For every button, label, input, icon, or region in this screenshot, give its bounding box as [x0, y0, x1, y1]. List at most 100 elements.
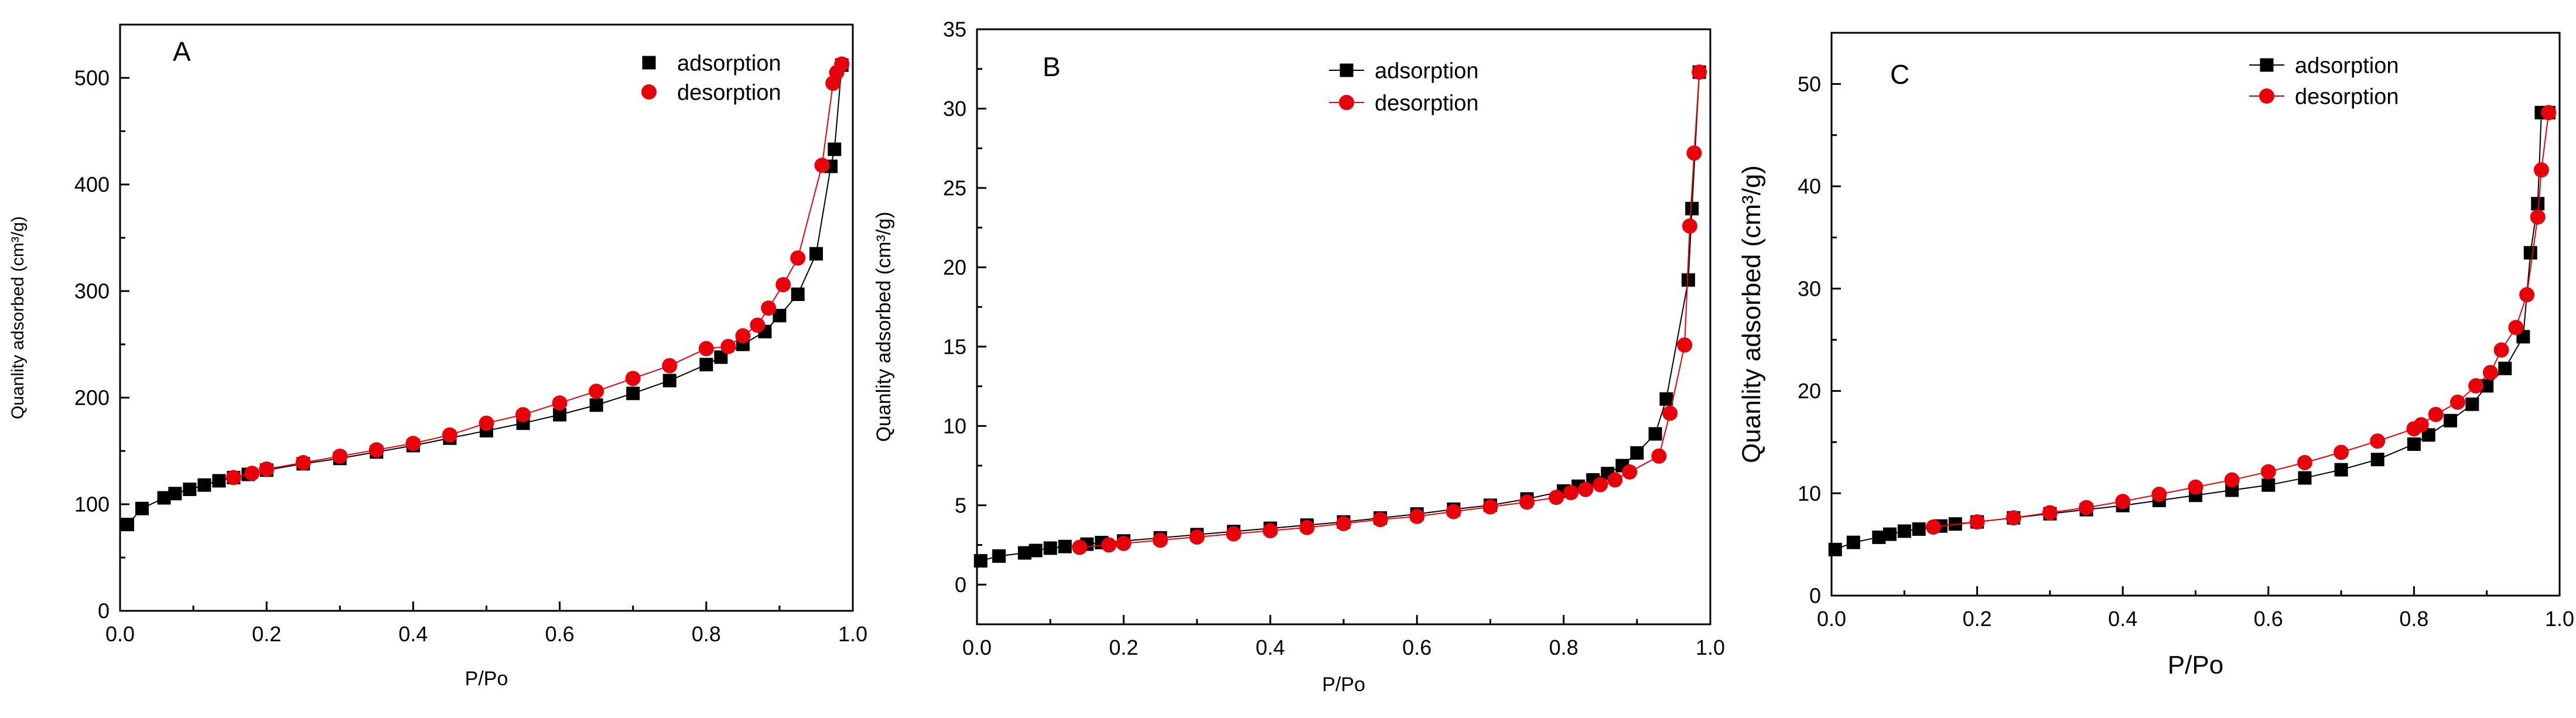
data-point-desorption — [825, 76, 841, 91]
chart-panel-b: 0.0 0.2 0.4 0.6 0.8 1.0 0 5 10 15 20 25 30 35 P/Po Quan… — [873, 18, 1725, 696]
data-point-adsorption — [1685, 201, 1699, 216]
data-point-desorption — [226, 470, 241, 485]
data-point-desorption — [2449, 394, 2465, 410]
x-axis-title: P/Po — [465, 668, 508, 690]
legend-marker — [2259, 88, 2274, 104]
y-axis-title: Quanlity adsorbed (cm³/g) — [873, 211, 895, 442]
series-adsorption — [121, 58, 849, 532]
data-point-adsorption — [2407, 437, 2421, 451]
chart-panel-c: 0.0 0.2 0.4 0.6 0.8 1.0 0 10 20 30 40 50 P/Po Quanlit… — [1737, 32, 2574, 679]
y-tick-label: 25 — [943, 176, 966, 200]
data-point-desorption — [2519, 287, 2535, 303]
data-point-desorption — [2260, 464, 2276, 480]
x-tick-label: 0.0 — [962, 635, 992, 659]
data-point-adsorption — [2480, 379, 2494, 393]
data-point-desorption — [589, 384, 604, 399]
data-point-desorption — [1686, 145, 1702, 161]
data-point-desorption — [720, 339, 736, 354]
x-tick-label: 0.8 — [1549, 635, 1579, 659]
data-point-desorption — [2042, 505, 2058, 521]
panel-label: C — [1890, 59, 1909, 90]
data-point-desorption — [1482, 499, 1498, 515]
data-point-desorption — [814, 158, 830, 173]
data-point-desorption — [515, 407, 531, 423]
data-point-adsorption — [1846, 535, 1860, 549]
x-axis-title: P/Po — [2168, 651, 2223, 679]
data-point-adsorption — [121, 518, 135, 532]
data-point-desorption — [1153, 532, 1168, 548]
data-point-desorption — [775, 277, 791, 293]
data-point-desorption — [1607, 472, 1623, 488]
series-line-desorption — [233, 63, 843, 478]
data-point-desorption — [2428, 406, 2444, 422]
x-tick-label: 0.0 — [105, 622, 135, 646]
data-point-desorption — [259, 461, 275, 477]
legend-marker — [2260, 58, 2274, 72]
x-tick-label: 0.8 — [692, 622, 721, 646]
y-tick-label: 10 — [1798, 481, 1821, 505]
data-point-desorption — [1101, 537, 1117, 553]
data-point-adsorption — [1017, 546, 1031, 560]
x-tick-label: 0.2 — [1109, 635, 1138, 659]
x-tick-label: 1.0 — [2545, 607, 2574, 631]
data-point-adsorption — [828, 142, 842, 156]
legend-label: adsorption — [2295, 53, 2399, 78]
data-point-desorption — [368, 442, 384, 458]
data-point-desorption — [2406, 421, 2422, 437]
legend-marker — [641, 84, 657, 100]
data-point-adsorption — [1828, 542, 1842, 556]
x-tick-label: 0.8 — [2399, 607, 2428, 631]
y-tick-label: 20 — [943, 255, 966, 279]
x-tick-label: 0.4 — [398, 622, 428, 646]
data-point-desorption — [625, 371, 641, 387]
data-point-adsorption — [992, 549, 1006, 563]
series-desorption — [1072, 64, 1707, 555]
data-point-adsorption — [2465, 397, 2479, 411]
series-line-desorption — [1933, 112, 2550, 528]
data-point-adsorption — [553, 408, 567, 422]
data-point-desorption — [2541, 105, 2557, 121]
data-point-adsorption — [1648, 427, 1662, 441]
data-point-desorption — [1519, 494, 1535, 510]
data-point-desorption — [1409, 508, 1425, 524]
data-point-desorption — [2079, 500, 2095, 515]
x-tick-label: 1.0 — [838, 622, 867, 646]
data-point-adsorption — [157, 491, 171, 505]
series-adsorption — [973, 65, 1706, 568]
series-desorption — [1926, 105, 2557, 535]
y-tick-label: 300 — [74, 279, 110, 303]
data-point-adsorption — [212, 474, 226, 488]
plot-frame — [119, 23, 854, 612]
data-point-adsorption — [2444, 413, 2458, 428]
data-point-desorption — [1969, 514, 1985, 530]
data-point-adsorption — [699, 358, 713, 372]
x-tick-label: 0.6 — [545, 622, 575, 646]
data-point-desorption — [1677, 337, 1693, 353]
data-point-desorption — [1299, 519, 1315, 535]
data-point-adsorption — [589, 398, 603, 412]
data-point-desorption — [2508, 320, 2524, 336]
data-point-desorption — [2482, 365, 2498, 381]
data-point-desorption — [2115, 494, 2131, 510]
legend-label: adsorption — [1375, 59, 1478, 83]
data-point-desorption — [1622, 464, 1638, 480]
data-point-desorption — [2334, 445, 2349, 460]
data-point-desorption — [1682, 218, 1697, 234]
data-point-desorption — [662, 358, 678, 374]
data-point-desorption — [1563, 485, 1579, 501]
data-point-desorption — [761, 300, 777, 316]
data-point-adsorption — [1043, 541, 1057, 555]
legend: adsorption desorption — [1329, 59, 1478, 115]
panel-label: B — [1043, 52, 1061, 82]
data-point-desorption — [1116, 535, 1132, 551]
y-tick-label: 5 — [955, 493, 966, 517]
data-point-desorption — [552, 395, 568, 411]
y-tick-label: 0 — [98, 599, 110, 623]
legend: adsorption desorption — [641, 51, 781, 105]
data-point-desorption — [405, 436, 421, 452]
data-point-adsorption — [1897, 524, 1911, 538]
y-tick-label: 0 — [1809, 584, 1821, 608]
series-desorption — [226, 56, 850, 485]
data-point-desorption — [2151, 487, 2167, 502]
data-point-adsorption — [168, 487, 182, 501]
